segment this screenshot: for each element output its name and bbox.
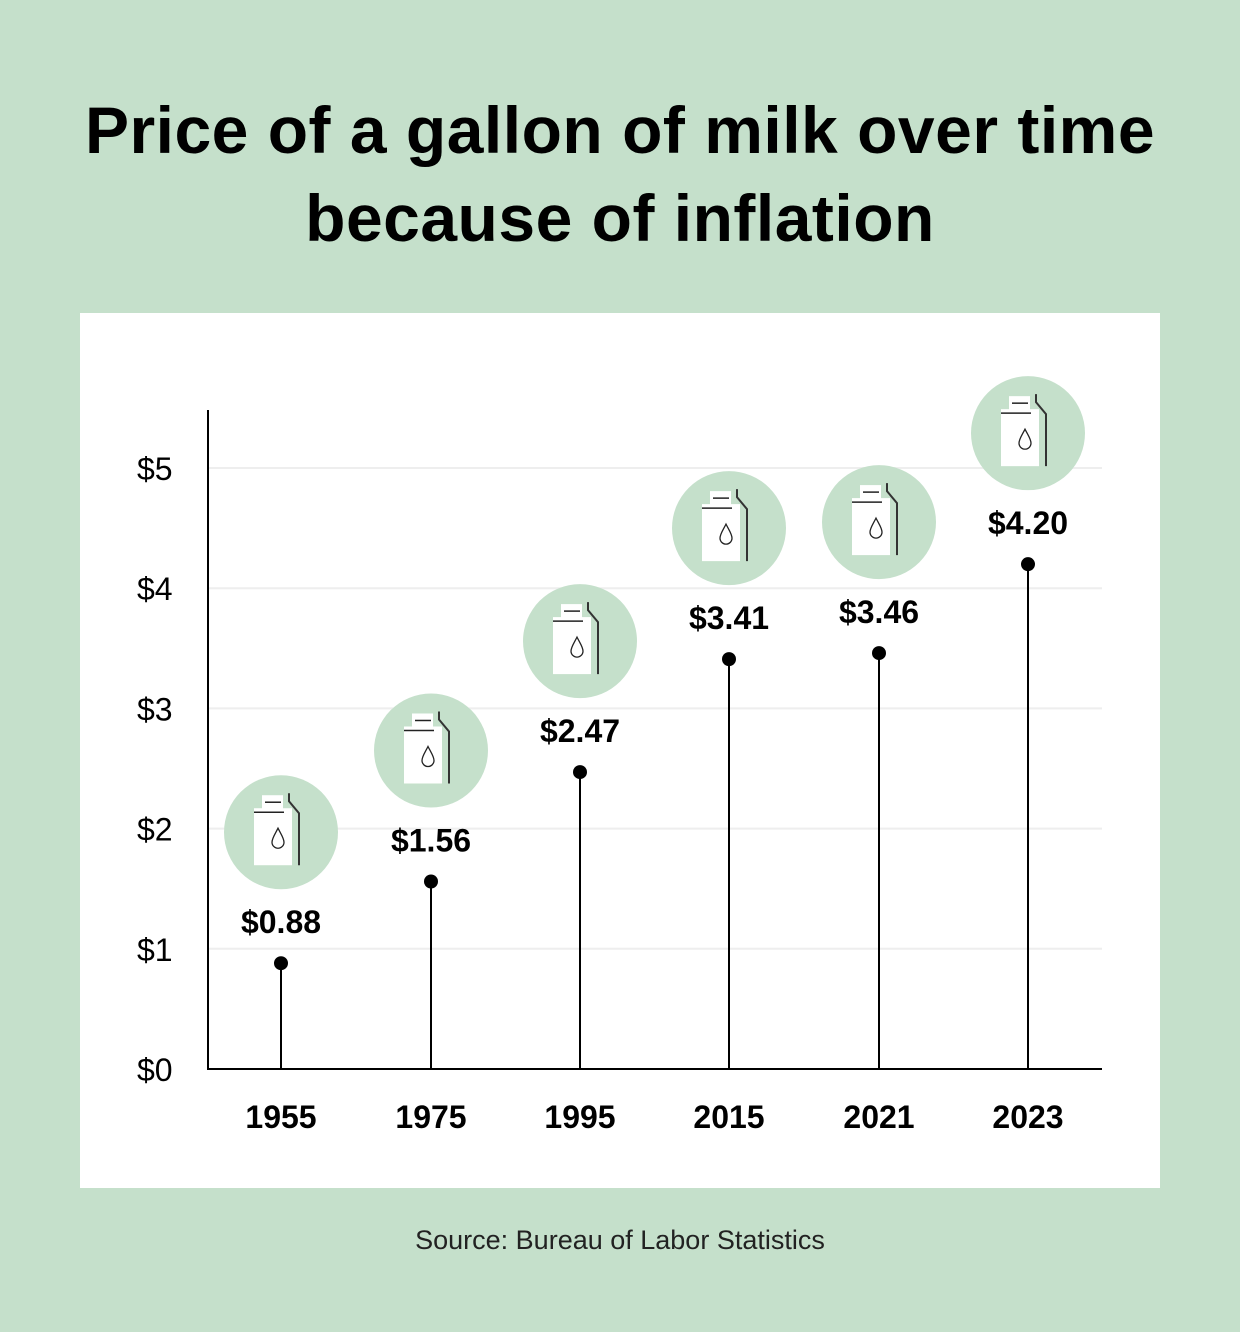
milk-drop-icon	[1018, 427, 1032, 450]
carton-side	[886, 483, 898, 556]
lollipop-dot	[722, 652, 736, 667]
x-tick-label: 2023	[992, 1099, 1063, 1135]
carton-side	[736, 489, 748, 562]
data-label: $0.88	[241, 904, 321, 940]
lollipop-dot	[274, 956, 288, 971]
carton-side	[1035, 394, 1047, 467]
milk-drop-icon	[271, 826, 285, 849]
milk-carton-icon	[523, 584, 637, 699]
milk-carton-icon	[971, 376, 1085, 491]
y-tick-label: $2	[137, 812, 173, 848]
x-tick-label: 1995	[544, 1099, 615, 1135]
carton-side	[288, 793, 300, 866]
carton-side	[438, 711, 450, 784]
milk-drop-icon	[421, 745, 435, 768]
x-tick-label: 2015	[693, 1099, 764, 1135]
data-label: $3.41	[689, 600, 769, 636]
y-tick-label: $5	[137, 451, 173, 487]
lollipop-dot	[424, 874, 438, 889]
source-note: Source: Bureau of Labor Statistics	[415, 1225, 825, 1255]
lollipop-dot	[573, 765, 587, 780]
lollipop-dot	[1021, 557, 1035, 572]
data-label: $4.20	[988, 505, 1068, 541]
carton-side	[587, 602, 599, 675]
milk-carton-icon	[822, 465, 936, 580]
x-tick-label: 1975	[395, 1099, 466, 1135]
y-tick-label: $1	[137, 932, 173, 968]
milk-drop-icon	[869, 516, 883, 539]
data-label: $3.46	[839, 594, 919, 630]
chart-panel: $0 $1 $2 $3 $4 $5 $0.88 1955 $1.56 1975 $2.47 1995 $…	[80, 313, 1160, 1188]
milk-drop-icon	[570, 635, 584, 658]
y-tick-label: $0	[137, 1052, 173, 1088]
milk-carton-icon	[224, 775, 338, 890]
milk-drop-icon	[719, 522, 733, 545]
lollipop-chart: $0 $1 $2 $3 $4 $5 $0.88 1955 $1.56 1975 $2.47 1995 $…	[137, 376, 1102, 1135]
x-tick-label: 1955	[245, 1099, 316, 1135]
data-label: $1.56	[391, 822, 471, 858]
milk-carton-icon	[672, 471, 786, 586]
y-tick-label: $3	[137, 691, 173, 727]
lollipop-dot	[872, 646, 886, 661]
milk-carton-icon	[374, 693, 488, 808]
y-tick-label: $4	[137, 571, 173, 607]
x-tick-label: 2021	[843, 1099, 914, 1135]
chart-title: Price of a gallon of milk over time beca…	[84, 93, 1156, 255]
data-label: $2.47	[540, 713, 620, 749]
